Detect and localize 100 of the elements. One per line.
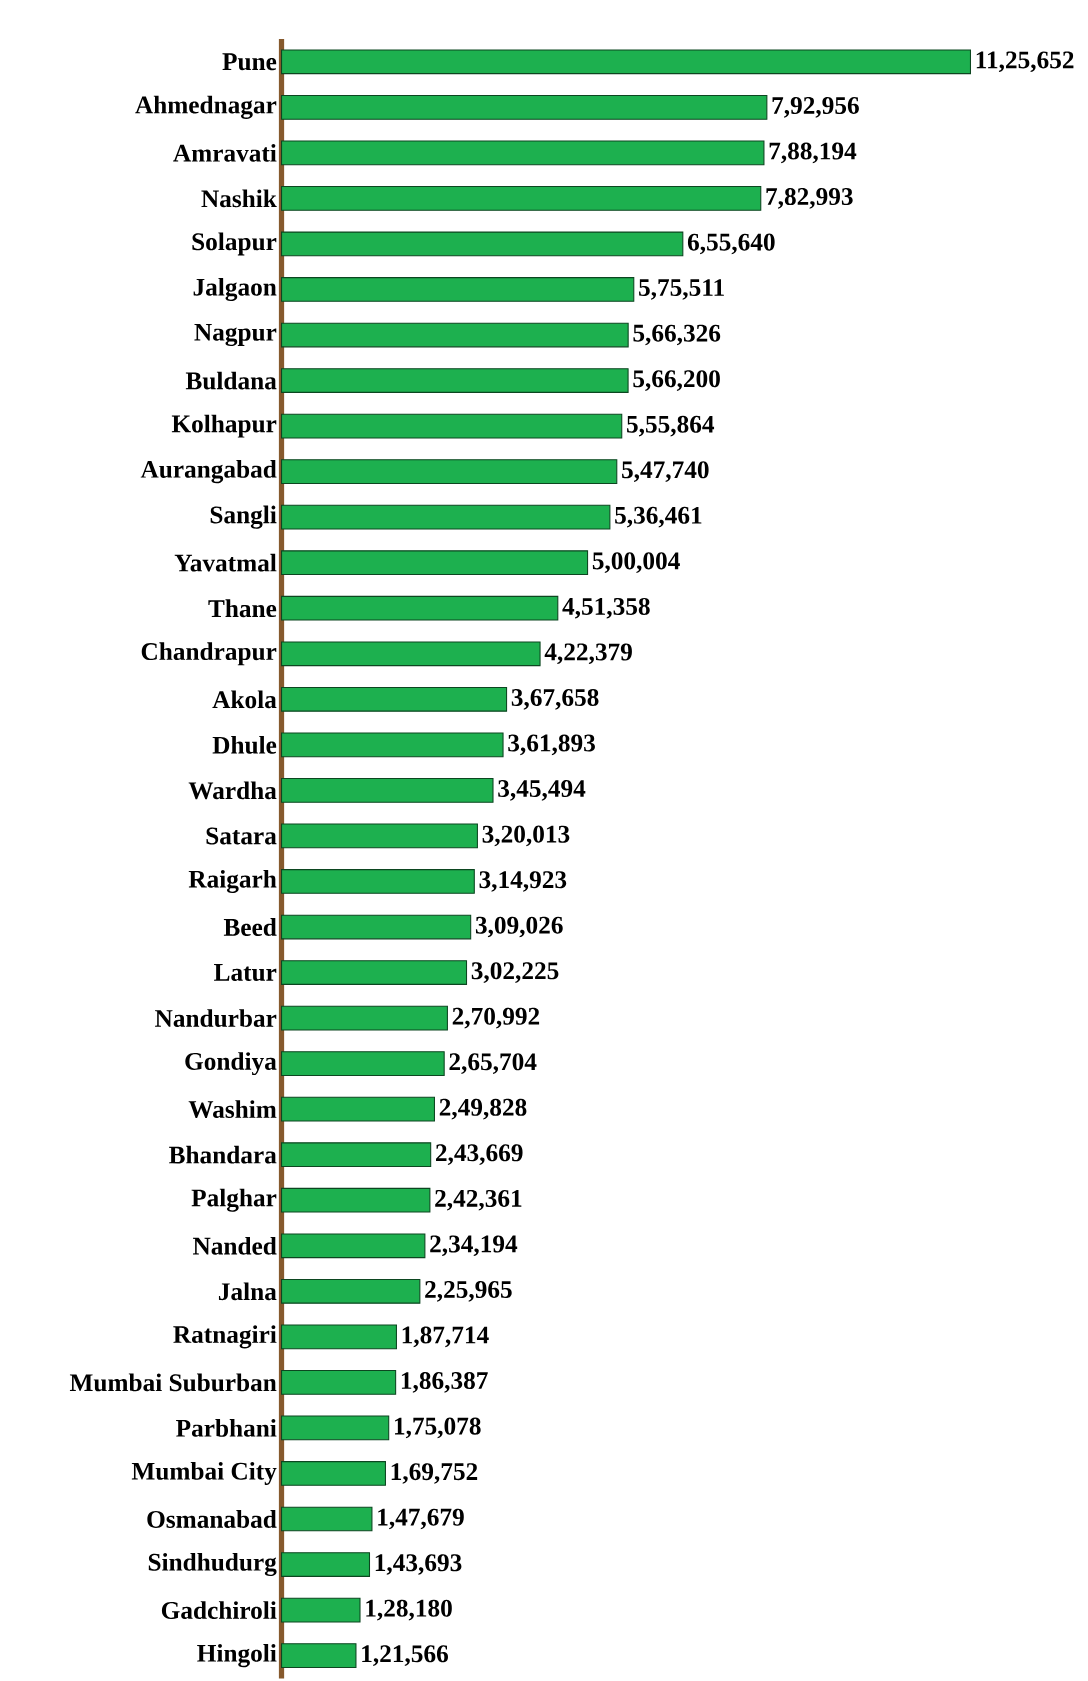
- y-tick-label: Amravati: [173, 143, 277, 162]
- y-tick-label: Satara: [206, 827, 277, 845]
- y-tick-label: Nanded: [192, 1236, 277, 1255]
- data-label: 5,55,864: [626, 415, 714, 437]
- bar: [280, 49, 971, 75]
- data-label: 2,43,669: [435, 1144, 523, 1166]
- data-label: 1,47,679: [378, 1508, 464, 1530]
- bar: [280, 94, 768, 120]
- data-label: 5,47,740: [621, 461, 709, 482]
- bar: [280, 732, 504, 758]
- y-tick-label: Mumbai City: [131, 1461, 277, 1485]
- data-label: 1,21,566: [362, 1645, 448, 1666]
- y-tick-label: Washim: [188, 1100, 277, 1119]
- data-label: 3,14,923: [479, 871, 567, 892]
- bar: [280, 413, 623, 439]
- data-label: 5,00,004: [592, 552, 680, 574]
- bar: [280, 231, 684, 257]
- data-label: 3,45,494: [498, 780, 586, 801]
- data-label: 5,66,326: [633, 324, 721, 346]
- data-label: 1,86,387: [401, 1372, 488, 1393]
- data-label: 1,87,714: [402, 1326, 489, 1348]
- y-tick-label: Sangli: [210, 505, 277, 529]
- data-label: 11,25,652: [976, 51, 1074, 73]
- bar: [280, 277, 635, 302]
- y-tick-label: Chandrapur: [141, 642, 277, 666]
- bar: [280, 1051, 445, 1076]
- y-tick-label: Jalna: [218, 1282, 277, 1301]
- y-tick-label: Wardha: [188, 781, 277, 800]
- data-label: 5,36,461: [615, 506, 702, 528]
- data-label: 3,61,893: [508, 734, 595, 756]
- y-tick-label: Gadchiroli: [161, 1601, 277, 1619]
- bar: [280, 960, 467, 985]
- data-label: 2,65,704: [449, 1053, 537, 1074]
- y-tick-label: Ratnagiri: [173, 1325, 277, 1349]
- bar: [280, 686, 507, 712]
- bar: [280, 368, 629, 393]
- data-label: 7,82,993: [766, 188, 853, 209]
- data-label: 3,20,013: [482, 825, 570, 847]
- bar: [280, 1506, 373, 1532]
- bar: [280, 595, 559, 621]
- y-tick-label: Aurangabad: [140, 460, 277, 484]
- bar: [280, 778, 494, 803]
- y-tick-label: Pune: [222, 53, 277, 71]
- data-label: 1,75,078: [394, 1417, 481, 1439]
- y-tick-label: Ahmednagar: [135, 95, 277, 119]
- y-tick-label: Bhandara: [168, 1145, 277, 1164]
- bar: [280, 823, 478, 849]
- y-tick-label: Nagpur: [194, 323, 277, 347]
- bar: [280, 1096, 435, 1122]
- data-label: 6,55,640: [687, 233, 775, 255]
- y-tick-label: Mumbai Suburban: [69, 1373, 277, 1392]
- bar: [280, 1233, 426, 1259]
- data-label: 3,02,225: [471, 962, 559, 983]
- bar: [280, 1187, 431, 1213]
- y-tick-label: Kolhapur: [171, 414, 277, 438]
- data-label: 5,66,200: [633, 370, 720, 391]
- y-tick-label: Buldana: [185, 371, 277, 390]
- bar: [280, 1005, 448, 1031]
- bar: [280, 322, 629, 348]
- bar: [280, 1461, 386, 1486]
- y-tick-label: Yavatmal: [174, 553, 277, 572]
- data-label: 1,28,180: [366, 1599, 452, 1621]
- bar: [280, 504, 611, 530]
- data-label: 2,25,965: [425, 1280, 512, 1302]
- data-label: 2,42,361: [435, 1189, 522, 1211]
- bar: [280, 1597, 361, 1623]
- y-tick-label: Beed: [223, 918, 277, 936]
- data-label: 2,70,992: [452, 1007, 539, 1029]
- bar: [280, 1278, 421, 1304]
- bar: [280, 1324, 397, 1350]
- bar: [280, 1415, 390, 1441]
- y-tick-label: Solapur: [192, 232, 277, 256]
- bar: [280, 186, 762, 211]
- data-label: 7,92,956: [772, 96, 859, 118]
- y-tick-label: Hingoli: [197, 1644, 277, 1668]
- y-tick-label: Palghar: [191, 1188, 277, 1212]
- y-tick-label: Latur: [213, 964, 277, 981]
- data-label: 4,22,379: [544, 643, 632, 665]
- data-label: 1,69,752: [391, 1463, 477, 1484]
- data-label: 3,67,658: [511, 688, 599, 710]
- y-tick-label: Thane: [208, 599, 277, 618]
- bar: [280, 550, 588, 576]
- y-tick-label: Raigarh: [188, 869, 277, 894]
- bar: [280, 914, 472, 940]
- y-tick-label: Osmanabad: [147, 1510, 277, 1528]
- bar: [280, 869, 475, 894]
- bar: [280, 1552, 370, 1577]
- bar: [280, 1370, 397, 1395]
- bar: [280, 459, 618, 484]
- data-label: 5,75,511: [638, 279, 724, 300]
- bar: [280, 1643, 357, 1668]
- y-tick-label: Jalgaon: [193, 277, 277, 302]
- y-tick-label: Akola: [212, 690, 277, 709]
- bar: [280, 140, 765, 166]
- data-label: 2,34,194: [430, 1235, 518, 1257]
- bar: [280, 1142, 432, 1168]
- y-tick-label: Dhule: [212, 735, 277, 754]
- y-tick-label: Nandurbar: [154, 1009, 277, 1028]
- data-label: 7,88,194: [769, 142, 857, 164]
- bar: [280, 641, 541, 667]
